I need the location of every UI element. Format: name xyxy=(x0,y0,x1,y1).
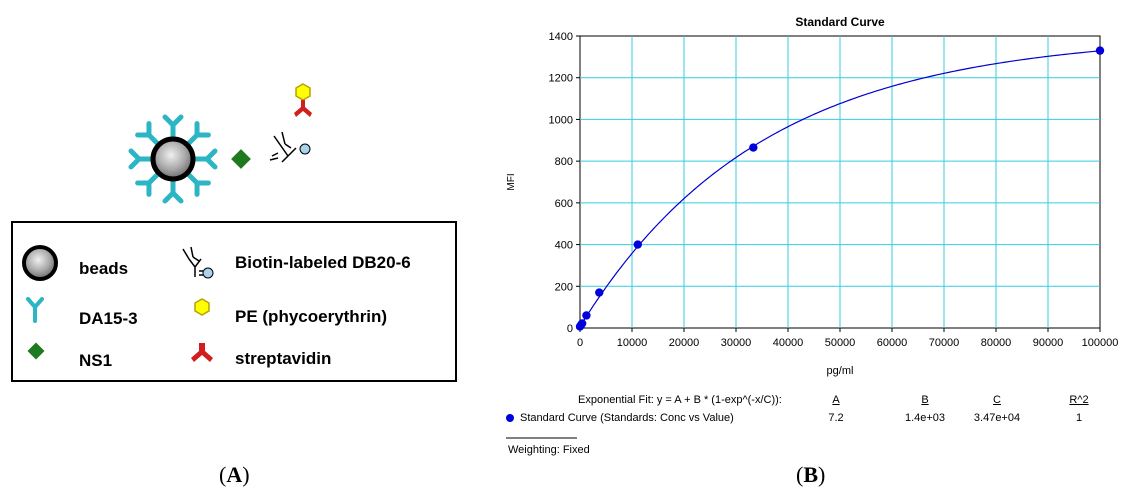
bead-icon xyxy=(150,136,196,182)
legend-box: beads DA15-3 NS1 Biotin-labeled DB20-6 P… xyxy=(11,221,457,382)
bead-complex-illustration xyxy=(128,114,218,204)
x-tick-label: 80000 xyxy=(981,337,1012,349)
fit-curve xyxy=(579,50,1101,327)
biotin-legend-icon xyxy=(182,246,214,279)
fit-header-c: C xyxy=(993,394,1001,406)
x-tick-label: 60000 xyxy=(877,337,908,349)
legend-beads-label: beads xyxy=(79,259,129,278)
x-tick-label: 0 xyxy=(577,337,583,349)
y-tick-label: 1400 xyxy=(549,31,573,43)
standard-curve-chart: Standard Curve 0 10000 20000 30000 40000 5000… xyxy=(506,15,1118,439)
legend-ns1-label: NS1 xyxy=(79,351,113,370)
y-tick-label: 1000 xyxy=(549,114,573,126)
fit-value-c: 3.47e+04 xyxy=(973,412,1021,424)
data-point xyxy=(1095,46,1105,55)
y-tick-label: 400 xyxy=(555,240,573,252)
x-tick-label: 40000 xyxy=(773,337,804,349)
ns1-diamond-icon xyxy=(231,149,251,169)
legend-streptavidin-label: streptavidin xyxy=(235,349,332,368)
antibody-icon xyxy=(190,148,218,170)
legend-icons xyxy=(22,245,214,362)
x-axis-label: pg/ml xyxy=(827,365,854,377)
y-tick-label: 600 xyxy=(555,198,573,210)
x-tick-label: 50000 xyxy=(825,337,856,349)
y-tick-label: 800 xyxy=(555,156,573,168)
ns1-legend-icon xyxy=(27,342,45,360)
x-tick-label: 100000 xyxy=(1082,337,1119,349)
x-axis-ticks: 0 10000 20000 30000 40000 50000 60000 70000 8000… xyxy=(577,328,1118,349)
fit-header-b: B xyxy=(921,394,929,406)
pe-legend-icon xyxy=(194,298,210,316)
fit-header-r2: R^2 xyxy=(1069,394,1089,406)
streptavidin-legend-icon xyxy=(191,343,213,362)
x-tick-label: 90000 xyxy=(1033,337,1064,349)
biotin-antibody-icon xyxy=(269,131,311,163)
fit-value-b: 1.4e+03 xyxy=(904,412,946,424)
x-tick-label: 10000 xyxy=(617,337,648,349)
data-point xyxy=(582,311,591,320)
fit-value-a: 7.2 xyxy=(828,412,844,424)
y-tick-label: 0 xyxy=(567,323,573,335)
grid xyxy=(580,36,1100,328)
fit-series-label: Standard Curve (Standards: Conc vs Value… xyxy=(520,412,734,424)
fit-value-r2: 1 xyxy=(1075,412,1083,424)
panel-a-label: (A) xyxy=(219,462,250,487)
beads-legend-icon xyxy=(22,245,58,281)
legend-pe-label: PE (phycoerythrin) xyxy=(235,307,388,326)
y-tick-label: 1200 xyxy=(549,73,573,85)
y-axis-label: MFI xyxy=(506,173,517,190)
weighting-label: Weighting: Fixed xyxy=(508,444,590,456)
fit-header-a: A xyxy=(832,394,840,406)
x-tick-label: 20000 xyxy=(669,337,700,349)
data-point xyxy=(577,319,587,328)
chart-title: Standard Curve xyxy=(795,15,885,29)
antibody-legend-icon xyxy=(26,297,44,323)
fit-series-marker xyxy=(506,414,514,422)
legend-biotin-label: Biotin-labeled DB20-6 xyxy=(235,253,411,272)
data-point xyxy=(595,288,604,297)
antibody-ring xyxy=(128,114,218,204)
pe-streptavidin-icon xyxy=(294,83,312,117)
x-tick-label: 70000 xyxy=(929,337,960,349)
fit-equation-label: Exponential Fit: y = A + B * (1-exp^(-x/… xyxy=(578,394,782,406)
panel-b-label: (B) xyxy=(796,462,826,487)
antibody-icon xyxy=(162,114,184,142)
antibody-icon xyxy=(162,176,184,204)
legend-antibody-label: DA15-3 xyxy=(79,309,138,328)
y-axis-ticks: 0 200 400 600 800 1000 1200 1400 xyxy=(549,31,580,335)
y-tick-label: 200 xyxy=(555,281,573,293)
antibody-icon xyxy=(128,148,156,170)
data-points xyxy=(575,46,1105,331)
data-point xyxy=(749,143,758,152)
data-point xyxy=(633,240,642,249)
x-tick-label: 30000 xyxy=(721,337,752,349)
